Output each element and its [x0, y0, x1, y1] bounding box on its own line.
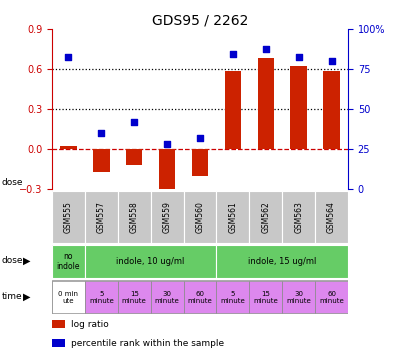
Point [262, 46, 269, 52]
Text: GSM564: GSM564 [327, 201, 336, 233]
Bar [258, 58, 274, 149]
Bar [52, 320, 65, 328]
Point [164, 141, 170, 147]
Point [230, 51, 236, 57]
Text: percentile rank within the sample: percentile rank within the sample [71, 339, 224, 348]
Text: GSM558: GSM558 [130, 201, 139, 233]
Bar [282, 191, 315, 243]
Point [65, 55, 72, 60]
Text: GSM562: GSM562 [261, 201, 270, 233]
Text: 5
minute: 5 minute [89, 291, 114, 304]
Text: 5
minute: 5 minute [220, 291, 245, 304]
Text: 15
minute: 15 minute [122, 291, 146, 304]
Bar [52, 340, 65, 347]
Bar [85, 281, 118, 313]
Text: dose: dose [2, 178, 24, 187]
Point [197, 135, 203, 141]
Text: GSM560: GSM560 [196, 201, 204, 233]
Text: log ratio: log ratio [71, 320, 109, 329]
Bar [52, 245, 85, 278]
Point [296, 55, 302, 60]
Bar [216, 191, 249, 243]
Bar [85, 245, 216, 278]
Bar [192, 149, 208, 176]
Bar [85, 191, 118, 243]
Point [328, 58, 335, 64]
Bar [60, 146, 77, 149]
Text: GSM563: GSM563 [294, 201, 303, 233]
Bar [151, 191, 184, 243]
Text: dose: dose [2, 256, 24, 265]
Point [98, 130, 104, 136]
Bar [216, 281, 249, 313]
Text: ▶: ▶ [23, 256, 31, 266]
Text: 0 min
ute: 0 min ute [58, 291, 78, 304]
Bar [315, 281, 348, 313]
Bar [249, 281, 282, 313]
Text: indole, 15 ug/ml: indole, 15 ug/ml [248, 257, 316, 266]
Bar [118, 191, 151, 243]
Text: ▶: ▶ [23, 291, 31, 301]
Bar [118, 281, 151, 313]
Bar [323, 71, 340, 149]
Bar [126, 149, 142, 165]
Bar [184, 281, 216, 313]
Text: 60
minute: 60 minute [319, 291, 344, 304]
Text: no
indole: no indole [57, 252, 80, 271]
Text: 30
minute: 30 minute [286, 291, 311, 304]
Bar [52, 281, 85, 313]
Bar [225, 71, 241, 149]
Text: 60
minute: 60 minute [188, 291, 212, 304]
Bar [249, 191, 282, 243]
Bar [315, 191, 348, 243]
Bar [151, 281, 184, 313]
Text: 30
minute: 30 minute [155, 291, 180, 304]
Bar [93, 149, 110, 172]
Text: 15
minute: 15 minute [254, 291, 278, 304]
Text: GSM559: GSM559 [163, 201, 172, 233]
Bar [290, 66, 307, 149]
Bar [184, 191, 216, 243]
Bar [52, 191, 85, 243]
Text: indole, 10 ug/ml: indole, 10 ug/ml [116, 257, 185, 266]
Point [131, 119, 138, 125]
Bar [216, 245, 348, 278]
Text: GSM561: GSM561 [228, 201, 237, 233]
Text: GSM557: GSM557 [97, 201, 106, 233]
Title: GDS95 / 2262: GDS95 / 2262 [152, 14, 248, 27]
Bar [159, 149, 175, 189]
Bar [282, 281, 315, 313]
Text: time: time [2, 292, 23, 301]
Text: GSM555: GSM555 [64, 201, 73, 233]
